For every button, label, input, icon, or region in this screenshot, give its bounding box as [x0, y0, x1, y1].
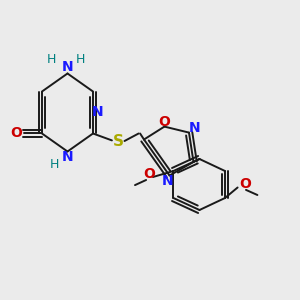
Text: H: H [49, 158, 59, 171]
Text: H: H [76, 52, 85, 66]
Text: N: N [92, 106, 103, 119]
Text: O: O [239, 178, 251, 191]
Text: O: O [11, 127, 22, 140]
Text: N: N [62, 150, 73, 164]
Text: N: N [189, 122, 200, 135]
Text: O: O [158, 115, 170, 128]
Text: H: H [46, 52, 56, 66]
Text: O: O [143, 167, 155, 181]
Text: N: N [62, 60, 73, 74]
Text: N: N [162, 174, 173, 188]
Text: S: S [112, 134, 123, 148]
